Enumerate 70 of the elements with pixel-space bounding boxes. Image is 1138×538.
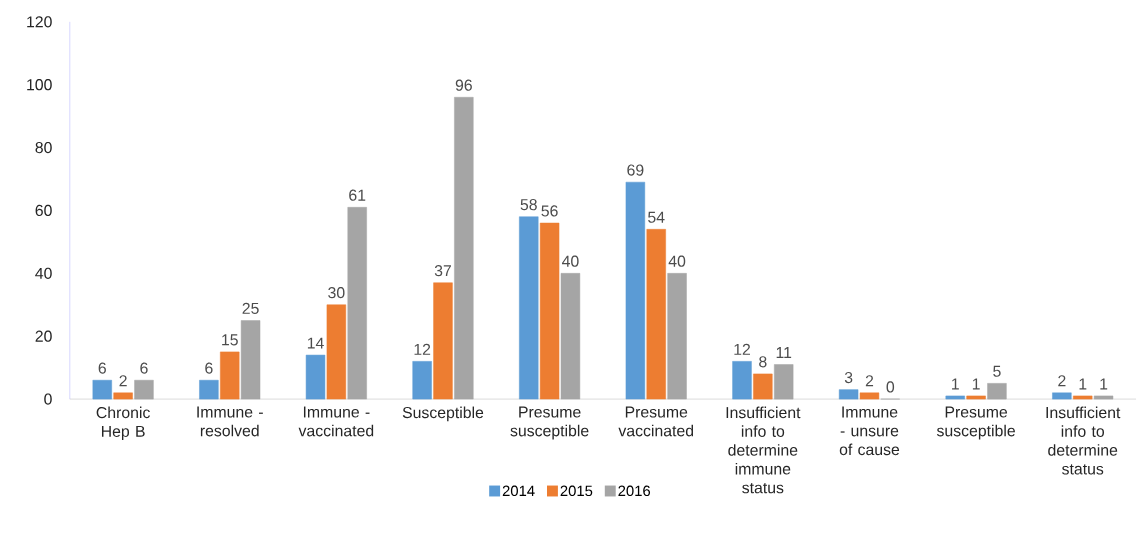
y-tick-label: 0	[44, 393, 52, 405]
bar	[326, 304, 347, 400]
data-label: 1	[1100, 378, 1108, 390]
data-label: 6	[140, 362, 148, 374]
legend-label: 2016	[618, 485, 651, 497]
data-label: 61	[349, 189, 366, 201]
data-label: 40	[668, 255, 686, 267]
data-label: 3	[844, 371, 853, 384]
data-label: 6	[205, 362, 213, 374]
y-tick-label: 80	[35, 141, 52, 154]
bar	[859, 392, 880, 400]
x-tick-label: Presume susceptible	[510, 406, 589, 440]
bar	[838, 389, 859, 400]
x-tick-label: Immune - vaccinated	[298, 406, 374, 437]
x-tick-label: Presume vaccinated	[618, 406, 694, 437]
data-label: 2	[865, 375, 874, 387]
data-label: 58	[520, 198, 537, 211]
bar	[433, 282, 453, 400]
data-label: 30	[328, 287, 345, 299]
data-label: 2	[1058, 375, 1066, 387]
y-tick-label: 100	[27, 79, 52, 91]
data-label: 12	[734, 343, 750, 355]
bar	[753, 373, 773, 400]
data-label: 96	[455, 79, 472, 91]
data-label: 1	[952, 378, 959, 390]
bar	[199, 379, 219, 400]
data-label: 5	[993, 365, 1001, 377]
legend-label: 2014	[502, 485, 535, 497]
data-label: 6	[98, 362, 106, 374]
data-label: 14	[307, 337, 324, 349]
y-tick-label: 60	[35, 204, 52, 217]
data-label: 40	[562, 255, 579, 267]
x-tick-label: Chronic Hep B	[96, 406, 150, 441]
data-label: 25	[242, 302, 259, 314]
bar	[1052, 392, 1072, 400]
data-label: 56	[541, 205, 558, 217]
y-tick-label: 40	[35, 267, 52, 279]
bar	[92, 379, 112, 400]
bar	[305, 354, 326, 400]
x-tick-label: Immune - unsure of cause	[839, 406, 900, 456]
bar	[1073, 395, 1093, 400]
bar	[220, 351, 240, 400]
y-tick-label: 120	[27, 16, 52, 28]
x-tick-label: Susceptible	[402, 406, 484, 422]
bar	[646, 229, 666, 400]
data-label: 8	[759, 356, 767, 368]
x-tick-label: Insufficient info to determine status	[1046, 406, 1121, 475]
bar	[966, 395, 986, 400]
bar	[412, 361, 432, 400]
data-label: 54	[648, 211, 665, 223]
data-label: 11	[776, 347, 792, 358]
data-label: 15	[222, 334, 238, 346]
legend-label: 2015	[560, 485, 593, 497]
bar	[625, 181, 646, 400]
data-label: 69	[627, 164, 644, 176]
data-label: 1	[972, 378, 980, 390]
bar	[113, 392, 133, 400]
y-tick-label: 20	[35, 330, 52, 342]
bar	[945, 395, 965, 400]
bar	[732, 361, 752, 400]
bar	[539, 222, 560, 400]
x-tick-label: Immune - resolved	[197, 406, 263, 437]
data-label: 12	[414, 343, 431, 355]
data-label: 1	[1079, 378, 1087, 390]
data-label: 2	[119, 375, 127, 387]
data-label: 0	[886, 381, 895, 393]
x-tick-label: Presume susceptible	[936, 406, 1015, 440]
bar	[519, 216, 539, 400]
data-label: 37	[434, 265, 451, 277]
x-tick-label: Insufficient info to determine immune status	[726, 406, 801, 494]
